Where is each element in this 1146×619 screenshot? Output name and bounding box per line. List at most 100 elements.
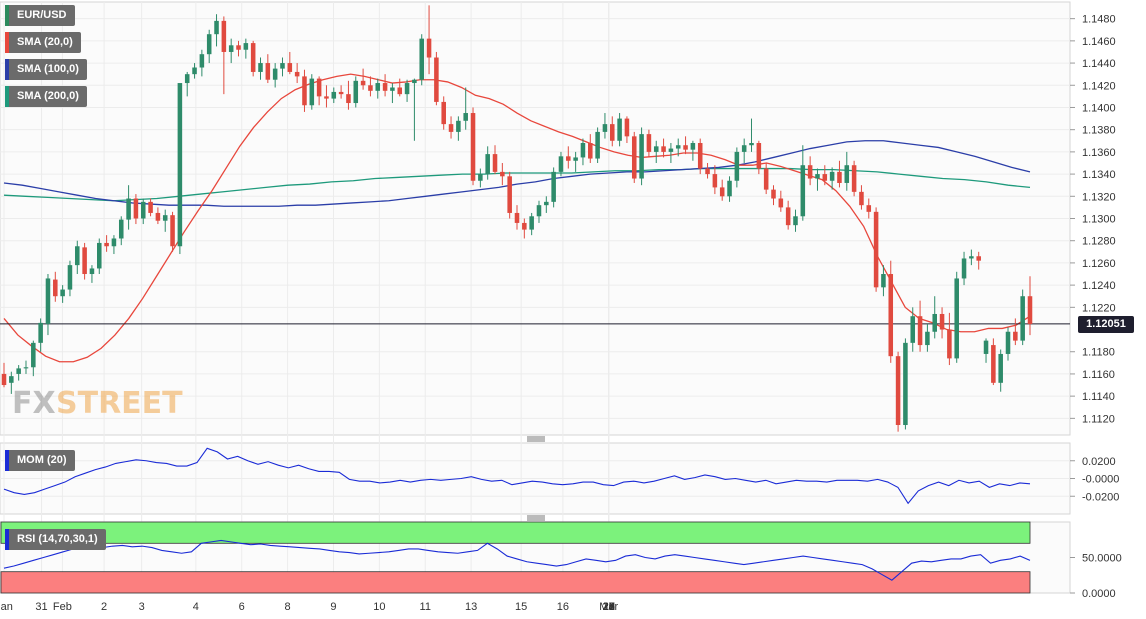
rsi-oversold-band bbox=[0, 571, 1031, 594]
time-tick-label: 27 bbox=[603, 601, 615, 613]
candle-down bbox=[917, 316, 923, 346]
candle-up bbox=[331, 91, 337, 99]
candle-up bbox=[573, 157, 578, 161]
candle-up bbox=[903, 342, 908, 426]
candle-down bbox=[514, 212, 520, 223]
time-tick-label: 6 bbox=[239, 601, 245, 613]
candle-up bbox=[983, 340, 989, 354]
candle-up bbox=[45, 278, 51, 324]
legend-symbol[interactable]: EUR/USD bbox=[5, 5, 75, 26]
candle-down bbox=[566, 156, 571, 161]
candle-down bbox=[148, 201, 153, 213]
time-tick-label: 23 bbox=[603, 601, 615, 613]
legend-sma20[interactable]: SMA (20,0) bbox=[5, 32, 81, 53]
candle-down bbox=[448, 124, 454, 132]
candle-down bbox=[338, 91, 344, 95]
sma100-line bbox=[3, 140, 1031, 207]
candle-down bbox=[1027, 296, 1033, 324]
candle-up bbox=[16, 368, 21, 374]
candle-up bbox=[192, 67, 197, 75]
candle-up bbox=[969, 256, 974, 259]
candle-down bbox=[1, 373, 7, 386]
candle-down bbox=[822, 174, 828, 181]
candle-up bbox=[478, 174, 483, 181]
mom-tick-label: 0.0200 bbox=[1082, 456, 1116, 468]
candle-up bbox=[184, 74, 190, 84]
price-tick-label: 1.1480 bbox=[1082, 14, 1116, 26]
candle-up bbox=[419, 38, 425, 80]
time-tick-label: 25 bbox=[603, 601, 615, 613]
candle-down bbox=[873, 211, 879, 288]
candle-down bbox=[104, 242, 109, 247]
sma20-line bbox=[3, 73, 1031, 363]
time-tick-label: 26 bbox=[603, 601, 615, 613]
svg-text:FX: FX bbox=[12, 386, 56, 421]
legend-rsi[interactable]: RSI (14,70,30,1) bbox=[5, 529, 106, 550]
candle-down bbox=[771, 189, 776, 199]
candle-down bbox=[807, 165, 813, 179]
candle-down bbox=[492, 154, 498, 172]
candle-down bbox=[346, 94, 351, 104]
candle-down bbox=[624, 118, 630, 137]
time-tick-label: 8 bbox=[285, 601, 291, 613]
legend-mom[interactable]: MOM (20) bbox=[5, 450, 75, 471]
candle-down bbox=[785, 207, 791, 226]
panel-resize-handles[interactable] bbox=[527, 436, 545, 521]
candle-up bbox=[595, 131, 600, 159]
axis-labels: 1.1480 1.1460 1.1440 1.1420 1.1400 1.1380 1.13… bbox=[0, 14, 1122, 613]
candle-up bbox=[199, 54, 205, 68]
time-tick-label: 9 bbox=[330, 601, 336, 613]
price-tick-label: 1.1260 bbox=[1082, 258, 1116, 270]
time-tick-label: 3 bbox=[139, 601, 145, 613]
candle-down bbox=[895, 356, 901, 426]
legend-sma200[interactable]: SMA (200,0) bbox=[5, 86, 87, 107]
candle-down bbox=[170, 215, 175, 247]
candlesticks bbox=[1, 5, 1033, 432]
candle-down bbox=[236, 45, 241, 50]
candle-down bbox=[588, 143, 593, 159]
price-tick-label: 1.1280 bbox=[1082, 236, 1116, 248]
time-tick-label: 22 bbox=[603, 601, 615, 613]
price-tick-label: 1.1340 bbox=[1082, 169, 1116, 181]
chart-background bbox=[0, 1, 1071, 594]
candle-up bbox=[456, 120, 461, 132]
candle-up bbox=[617, 118, 622, 141]
candle-down bbox=[250, 43, 256, 72]
candle-up bbox=[89, 268, 95, 275]
candle-down bbox=[507, 176, 512, 213]
candle-up bbox=[844, 165, 850, 183]
price-tick-label: 1.1380 bbox=[1082, 125, 1116, 137]
candle-down bbox=[133, 198, 139, 219]
candle-up bbox=[602, 124, 608, 132]
rsi-tick-label: 0.0000 bbox=[1082, 588, 1116, 600]
candle-up bbox=[749, 143, 754, 146]
candle-up bbox=[75, 246, 80, 266]
candle-up bbox=[544, 201, 549, 206]
candle-up bbox=[177, 83, 183, 247]
candle-up bbox=[675, 145, 681, 149]
candle-up bbox=[829, 171, 835, 181]
candle-down bbox=[500, 171, 505, 177]
time-tick-label: 13 bbox=[465, 601, 477, 613]
rsi-bands bbox=[0, 521, 1031, 594]
price-tick-label: 1.1320 bbox=[1082, 191, 1116, 203]
candle-up bbox=[463, 113, 468, 121]
candle-up bbox=[815, 174, 820, 179]
sma200-line bbox=[3, 167, 1031, 202]
candle-down bbox=[155, 212, 161, 221]
rsi-tick-label: 50.0000 bbox=[1082, 553, 1122, 565]
legend-sma100[interactable]: SMA (100,0) bbox=[5, 59, 87, 80]
candle-up bbox=[353, 80, 359, 104]
candle-down bbox=[712, 174, 718, 188]
time-tick-label: 4 bbox=[193, 601, 199, 613]
candle-up bbox=[228, 45, 234, 52]
candle-up bbox=[734, 151, 740, 181]
candle-up bbox=[272, 68, 278, 80]
candle-up bbox=[580, 143, 586, 158]
candle-down bbox=[397, 87, 403, 95]
candle-up bbox=[111, 238, 117, 247]
price-tick-label: 1.1460 bbox=[1082, 36, 1116, 48]
candle-up bbox=[668, 148, 674, 152]
candle-down bbox=[441, 101, 446, 125]
candle-down bbox=[53, 279, 58, 297]
